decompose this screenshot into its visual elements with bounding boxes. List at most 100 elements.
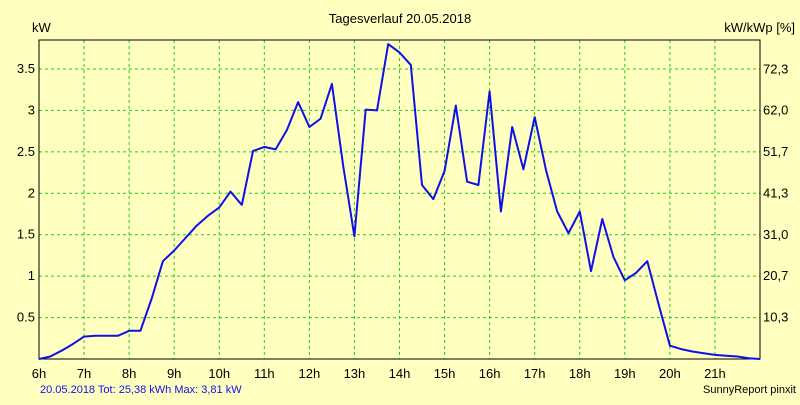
data-point [331, 83, 333, 85]
data-point [60, 350, 63, 352]
data-point [612, 256, 615, 258]
data-point [229, 191, 232, 193]
x-tick-label: 16h [479, 366, 501, 381]
data-point [151, 297, 153, 300]
y-right-tick-label: 10,3 [763, 310, 788, 325]
data-point [106, 335, 108, 337]
data-point [556, 210, 558, 213]
data-point [748, 357, 750, 359]
data-point [567, 232, 570, 234]
data-point [489, 90, 491, 92]
data-point [736, 355, 739, 358]
data-point [353, 235, 355, 237]
data-point [444, 170, 446, 172]
data-point [139, 330, 141, 332]
data-point [184, 237, 187, 239]
y-axis-label-left: kW [32, 20, 52, 35]
data-point [590, 270, 592, 272]
x-tick-label: 6h [32, 366, 46, 381]
data-point [275, 148, 277, 150]
data-point [522, 168, 525, 170]
data-point [500, 210, 502, 213]
data-point [725, 355, 727, 357]
series-layer [38, 43, 761, 360]
data-point [680, 348, 682, 350]
x-tick-label: 13h [344, 366, 366, 381]
data-point [72, 343, 74, 345]
data-point [477, 184, 479, 186]
y-left-tick-label: 2.5 [17, 144, 35, 159]
y-left-tick-label: 3 [28, 102, 35, 117]
x-tick-label: 20h [659, 366, 681, 381]
data-point [534, 116, 536, 118]
x-tick-label: 7h [77, 366, 91, 381]
y-right-tick-label: 41,3 [763, 185, 788, 200]
data-point [579, 210, 581, 213]
x-tick-label: 8h [122, 366, 136, 381]
data-point [432, 198, 434, 200]
footer-summary: 20.05.2018 Tot: 25,38 kWh Max: 3,81 kW [40, 384, 242, 396]
y-right-tick-label: 62,0 [763, 103, 788, 118]
data-point [128, 330, 130, 332]
tick-labels: 6h 7h 8h 9h 10h 11h 12h 13h 14h 15h 16h 17h 18h 19h 20… [17, 61, 788, 381]
y-right-tick-label: 72,3 [763, 61, 788, 76]
data-point [342, 165, 344, 167]
data-point [703, 352, 705, 354]
data-point [241, 204, 243, 206]
data-point [511, 126, 513, 128]
data-point [398, 51, 401, 54]
data-point [759, 358, 761, 360]
data-point [669, 345, 671, 347]
plot-frame [38, 39, 761, 360]
y-axis-label-right: kW/kWp [%] [724, 20, 795, 35]
data-point [646, 260, 648, 262]
data-point [207, 215, 209, 217]
data-point [117, 335, 119, 337]
footer-brand: SunnyReport pinxit [703, 384, 796, 396]
data-point [365, 109, 367, 111]
data-point [545, 169, 547, 171]
data-point [286, 129, 288, 131]
y-right-tick-label: 51,7 [763, 144, 788, 159]
data-point [658, 303, 660, 305]
y-right-tick-label: 20,7 [763, 268, 788, 283]
data-point [376, 109, 378, 111]
x-tick-label: 9h [167, 366, 181, 381]
y-left-tick-label: 1.5 [17, 227, 35, 242]
x-tick-label: 17h [524, 366, 546, 381]
x-tick-label: 21h [704, 366, 726, 381]
data-point [387, 43, 389, 45]
data-point [162, 260, 164, 262]
y-left-tick-label: 0.5 [17, 310, 35, 325]
data-point [601, 218, 603, 220]
x-tick-label: 14h [389, 366, 411, 381]
y-right-tick-label: 31,0 [763, 227, 788, 242]
data-point [173, 249, 175, 252]
x-tick-label: 12h [299, 366, 321, 381]
data-point [455, 104, 457, 107]
data-point [49, 355, 51, 358]
x-tick-label: 11h [254, 366, 275, 381]
data-point [410, 64, 412, 66]
data-point [297, 101, 299, 103]
data-point [466, 181, 468, 183]
data-point [635, 272, 637, 274]
data-point [624, 279, 626, 281]
data-point [83, 336, 85, 338]
x-tick-label: 10h [208, 366, 230, 381]
x-tick-label: 18h [569, 366, 591, 381]
grid-lines [39, 40, 760, 359]
y-left-tick-label: 1 [28, 268, 35, 283]
data-point [38, 358, 40, 360]
data-point [218, 206, 220, 208]
data-point [196, 225, 198, 227]
data-point [263, 146, 265, 148]
data-point [421, 184, 423, 186]
x-tick-label: 15h [434, 366, 456, 381]
y-left-tick-label: 2 [28, 185, 35, 200]
data-point [714, 354, 716, 356]
chart-title: Tagesverlauf 20.05.2018 [329, 11, 471, 26]
data-point [252, 150, 254, 152]
data-point [308, 126, 310, 128]
